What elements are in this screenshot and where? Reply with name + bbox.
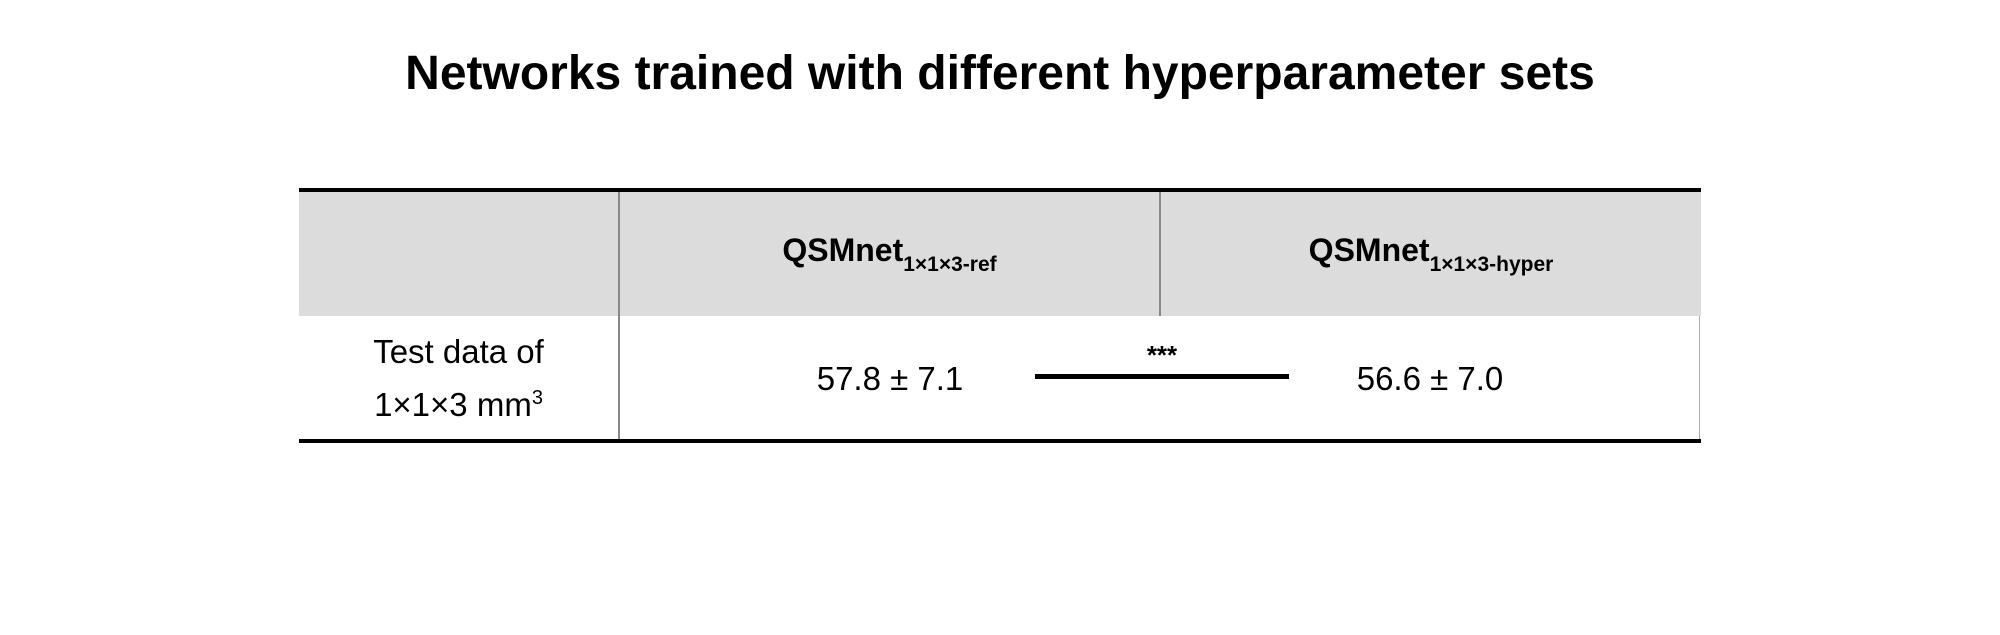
column-header-subscript: 1×1×3-ref <box>903 252 997 276</box>
row-label-line1: Test data of <box>373 333 544 370</box>
table-header <box>299 192 1701 316</box>
column-header-ref: QSMnet1×1×3-ref <box>620 192 1159 316</box>
row-label-line2: 1×1×3 mm3 <box>374 375 543 428</box>
significance-label: *** <box>1146 340 1178 370</box>
column-header-main: QSMnet <box>782 231 904 268</box>
row-label: Test data of 1×1×3 mm3 <box>299 318 618 439</box>
column-header-hyper: QSMnet1×1×3-hyper <box>1161 192 1701 316</box>
column-divider <box>618 192 620 439</box>
row-label-superscript: 3 <box>531 387 543 409</box>
significance-bar <box>1035 374 1289 379</box>
table-right-border <box>1699 316 1700 439</box>
column-header-main: QSMnet <box>1308 231 1430 268</box>
page-title: Networks trained with different hyperpar… <box>405 47 1595 100</box>
column-divider <box>1159 192 1161 316</box>
row-label-text: 1×1×3 mm <box>374 386 532 423</box>
column-header-subscript: 1×1×3-hyper <box>1429 252 1554 276</box>
table-bottom-rule <box>299 439 1701 443</box>
value-hyper: 56.6 ± 7.0 <box>1356 359 1504 397</box>
table-top-rule <box>299 188 1701 192</box>
value-ref: 57.8 ± 7.1 <box>816 359 964 397</box>
